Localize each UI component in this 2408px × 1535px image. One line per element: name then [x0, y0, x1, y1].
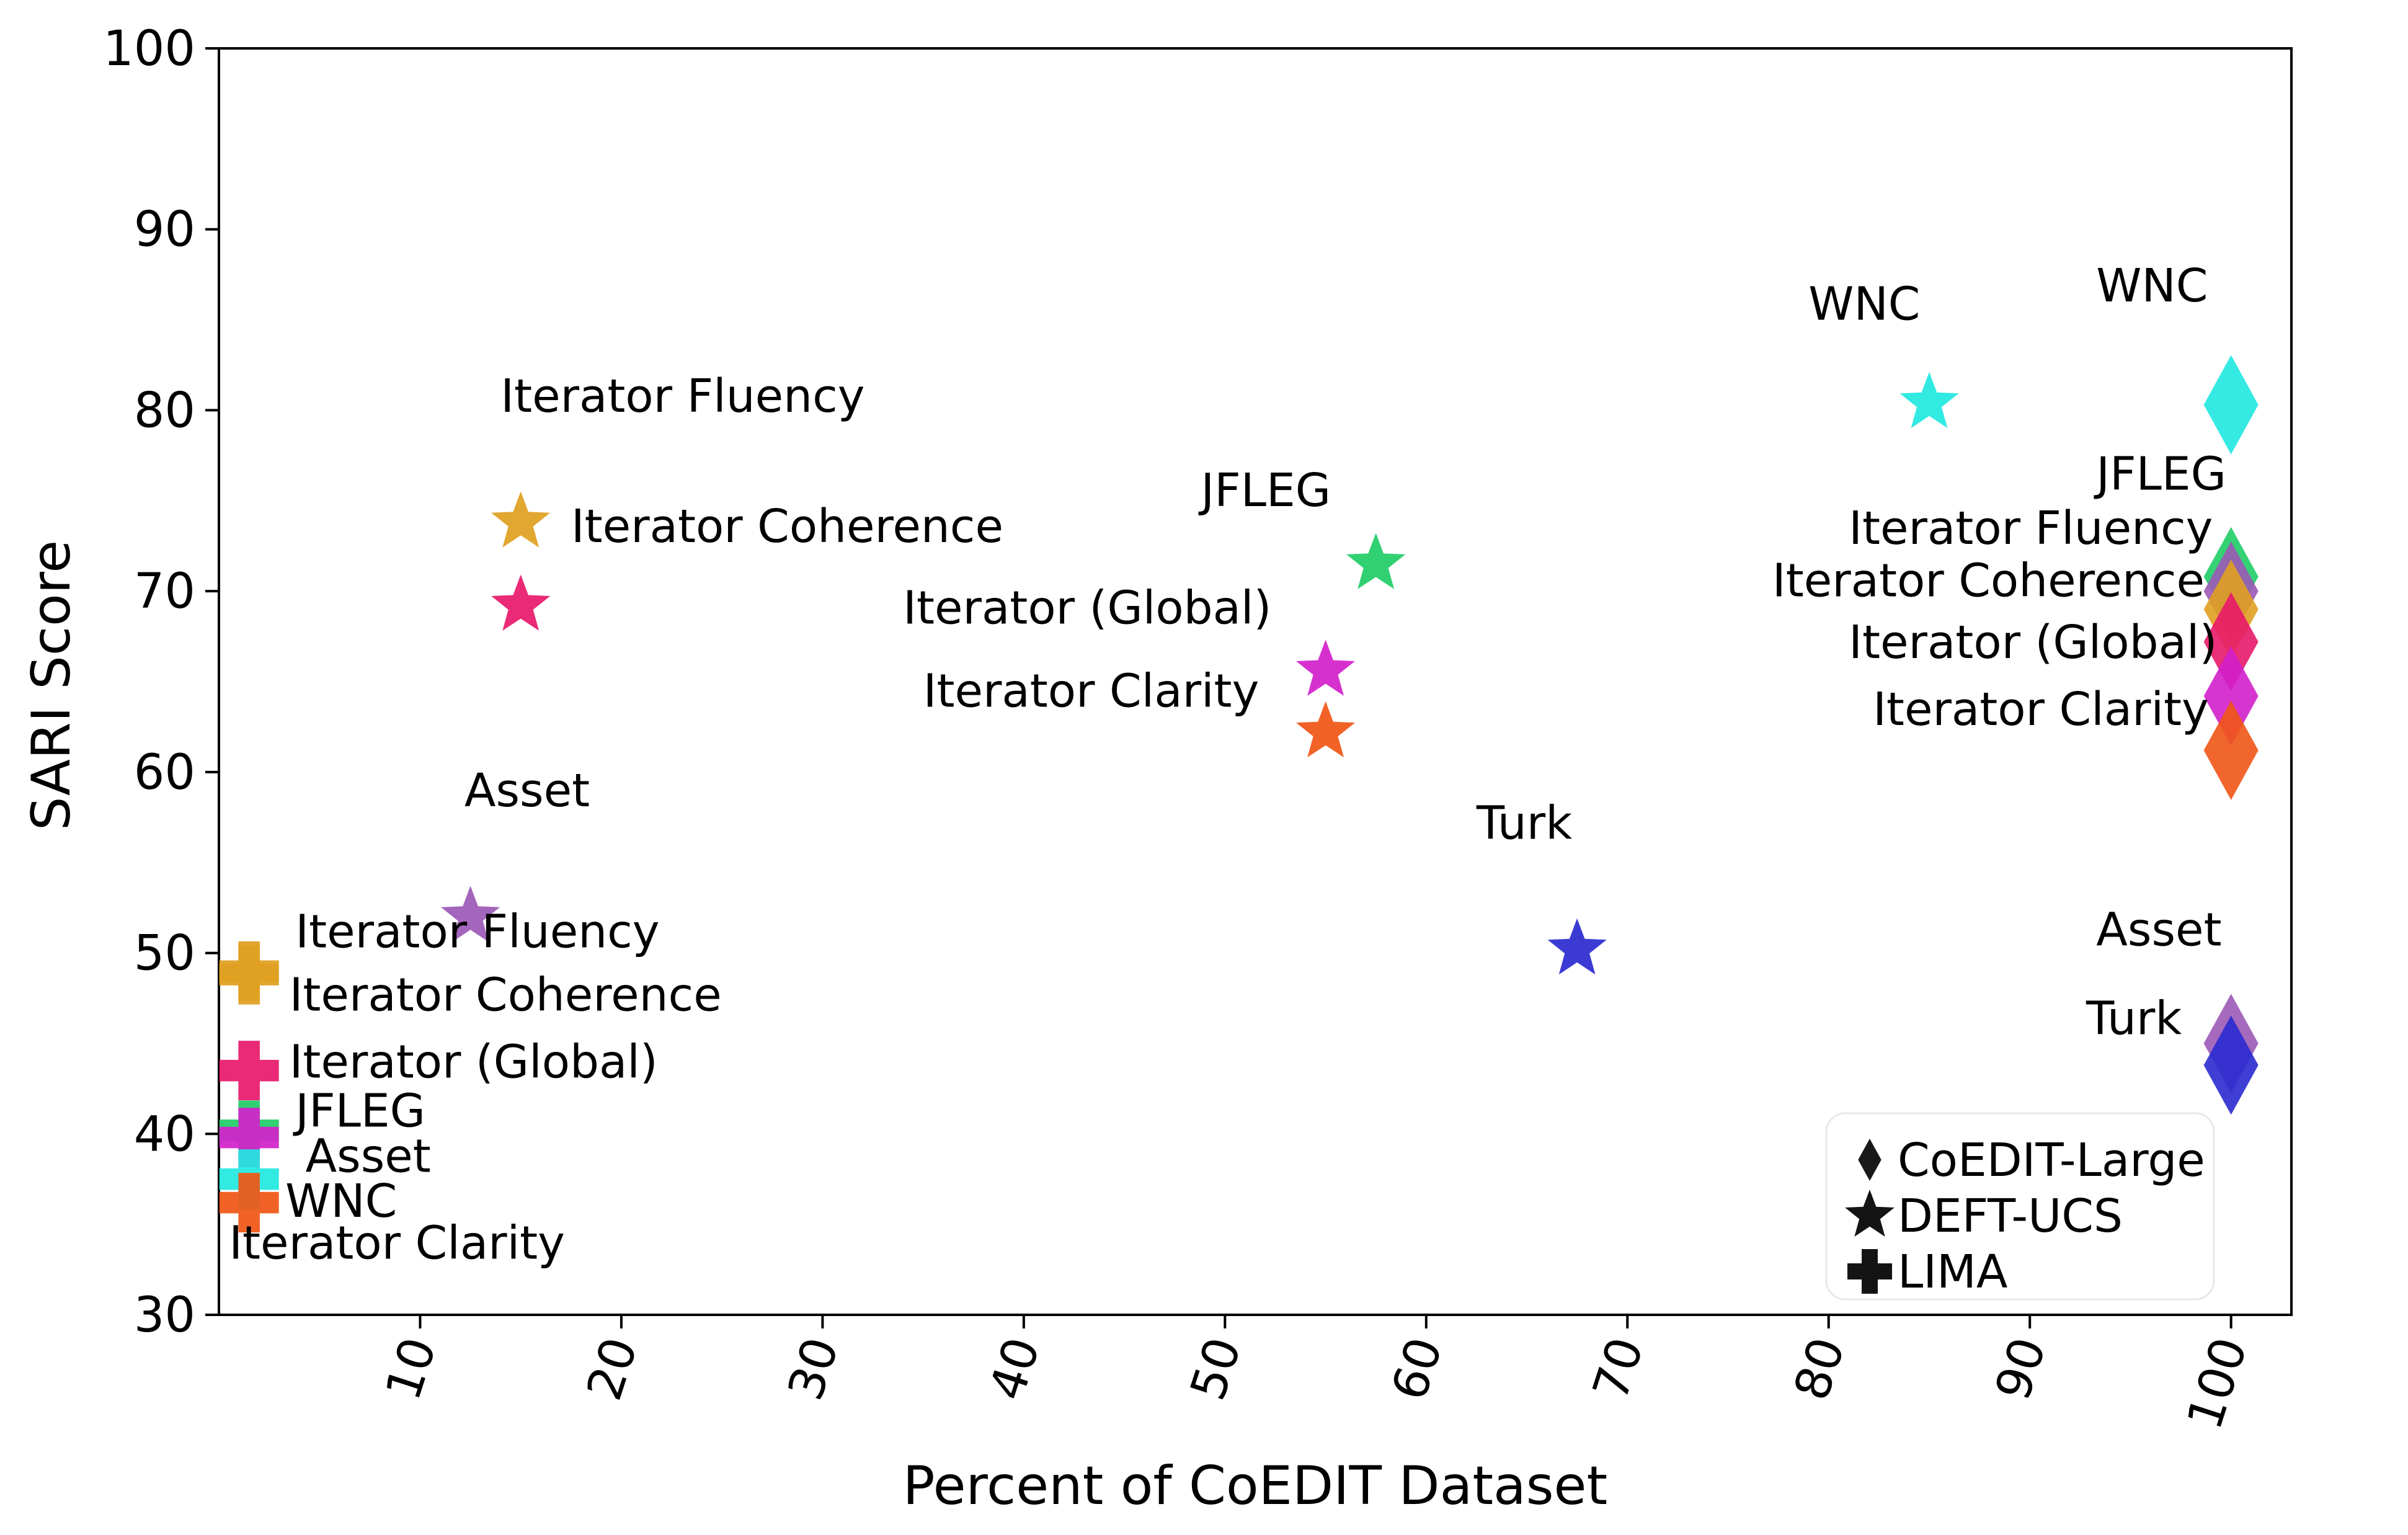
- diamond-point: [2203, 646, 2259, 746]
- y-tick-label: 70: [134, 564, 195, 620]
- point-annotation: Asset: [306, 1129, 431, 1183]
- point-annotation: Iterator (Global): [290, 1036, 658, 1089]
- y-tick-label: 50: [134, 926, 195, 982]
- point-annotation: Iterator Coherence: [571, 500, 1003, 553]
- x-tick-label: 70: [1583, 1331, 1655, 1407]
- x-tick-label: 100: [2177, 1331, 2259, 1436]
- x-tick-label: 60: [1382, 1331, 1454, 1407]
- point-annotation: Iterator Clarity: [923, 665, 1260, 718]
- point-annotation: Iterator (Global): [1849, 616, 2217, 669]
- x-tick-label: 10: [375, 1331, 447, 1407]
- diamond-point: [2203, 700, 2259, 800]
- diamond-point: [2203, 592, 2259, 692]
- x-tick-label: 80: [1784, 1331, 1856, 1407]
- diamond-point: [2203, 1015, 2259, 1115]
- star-point: [441, 886, 500, 942]
- x-tick-label: 50: [1180, 1331, 1252, 1407]
- point-annotation: WNC: [285, 1175, 397, 1228]
- plus-point: [219, 1108, 279, 1168]
- plus-point: [219, 945, 279, 1005]
- point-annotation: Asset: [464, 764, 590, 817]
- legend-label: CoEDIT-Large: [1898, 1134, 2205, 1187]
- plus-point: [219, 1173, 279, 1233]
- point-annotation: Iterator Clarity: [1873, 683, 2209, 736]
- plus-point: [219, 1041, 279, 1101]
- plot-frame: [218, 47, 2293, 1316]
- point-annotation: Iterator Fluency: [1849, 502, 2213, 555]
- x-tick-label: 30: [778, 1331, 850, 1407]
- point-annotation: Turk: [1476, 797, 1572, 850]
- star-point: [1296, 639, 1356, 696]
- legend-label: DEFT-UCS: [1898, 1190, 2123, 1243]
- legend-star-icon: [1845, 1190, 1895, 1237]
- star-point: [491, 574, 551, 631]
- point-annotation: Iterator Clarity: [229, 1216, 565, 1270]
- star-point: [1346, 533, 1406, 589]
- x-tick-label: 90: [1985, 1331, 2057, 1407]
- point-annotation: Iterator Coherence: [290, 969, 722, 1022]
- x-axis: 10 20 30 40 50 60 70 80 90 100: [375, 1315, 2259, 1436]
- y-tick-label: 90: [134, 202, 195, 258]
- star-point: [1296, 701, 1356, 758]
- point-annotation: JFLEG: [2094, 448, 2226, 501]
- y-axis-title: SARI Score: [20, 540, 82, 830]
- legend-label: LIMA: [1898, 1245, 2008, 1299]
- point-annotation: WNC: [1808, 277, 1920, 331]
- star-point: [1547, 918, 1607, 975]
- point-annotation: WNC: [2096, 259, 2208, 313]
- point-annotation: Iterator Fluency: [500, 370, 864, 423]
- x-tick-label: 20: [577, 1331, 649, 1407]
- point-annotation: Asset: [2096, 904, 2221, 957]
- y-tick-label: 60: [134, 745, 195, 801]
- point-annotation: Iterator Coherence: [1772, 554, 2205, 608]
- y-tick-label: 40: [134, 1106, 195, 1162]
- diamond-point: [2203, 355, 2259, 455]
- star-point: [1899, 372, 1959, 429]
- point-annotation: Turk: [2086, 992, 2182, 1046]
- point-annotation: JFLEG: [1198, 464, 1331, 517]
- data-points: [219, 355, 2259, 1233]
- y-axis: 30 40 50 60 70 80 90 100: [103, 21, 219, 1343]
- legend-diamond-icon: [1858, 1139, 1882, 1181]
- x-axis-title: Percent of CoEDIT Dataset: [903, 1455, 1607, 1517]
- star-point: [491, 491, 551, 548]
- y-tick-label: 100: [103, 21, 195, 77]
- y-tick-label: 80: [134, 383, 195, 438]
- y-tick-label: 30: [134, 1288, 195, 1343]
- point-annotation: Iterator (Global): [903, 581, 1271, 634]
- x-tick-label: 40: [979, 1331, 1051, 1407]
- legend-plus-icon: [1847, 1249, 1892, 1294]
- point-annotation: JFLEG: [293, 1084, 425, 1137]
- point-annotation: Iterator Fluency: [295, 905, 659, 959]
- legend-box: [1825, 1112, 2215, 1301]
